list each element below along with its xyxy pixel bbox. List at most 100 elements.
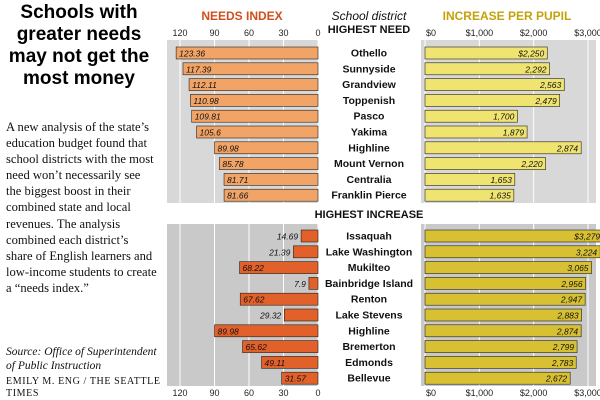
increase-value-label: 2,479 xyxy=(534,96,557,106)
increase-bar xyxy=(424,62,550,76)
needs-bar xyxy=(300,229,319,243)
needs-axis-tick-label: 60 xyxy=(244,388,254,398)
needs-bar xyxy=(196,125,319,139)
needs-value-label: 68.22 xyxy=(243,263,265,273)
district-name: Bremerton xyxy=(342,341,395,353)
increase-value-label: 2,783 xyxy=(551,358,574,368)
district-name: Franklin Pierce xyxy=(331,190,406,202)
district-name: Highline xyxy=(348,142,390,154)
needs-value-label: 81.66 xyxy=(227,191,249,201)
increase-bar xyxy=(424,277,586,290)
needs-value-label: 81.71 xyxy=(227,175,249,185)
increase-value-label: 1,653 xyxy=(491,175,513,185)
district-name: Pasco xyxy=(354,111,385,123)
district-name: Othello xyxy=(351,48,387,60)
increase-bar xyxy=(424,308,582,322)
increase-bar xyxy=(424,371,571,385)
increase-value-label: 1,635 xyxy=(490,191,512,201)
district-name: Mukilteo xyxy=(348,262,391,274)
district-name: Grandview xyxy=(342,79,397,91)
increase-axis-tick-label: $3,000 xyxy=(574,28,600,38)
increase-value-label: 2,956 xyxy=(560,279,583,289)
increase-value-label: 2,292 xyxy=(524,64,547,74)
increase-axis-tick-label: $0 xyxy=(426,28,436,38)
needs-axis-tick-label: 120 xyxy=(172,28,187,38)
increase-axis-tick-label: $0 xyxy=(426,388,436,398)
increase-value-label: 1,879 xyxy=(503,128,525,138)
increase-value-label: 3,224 xyxy=(576,247,598,257)
increase-value-label: 3,065 xyxy=(567,263,589,273)
increase-value-label: 2,874 xyxy=(556,143,579,153)
needs-value-label: 29.32 xyxy=(259,311,282,321)
district-name: Sunnyside xyxy=(342,63,395,75)
needs-axis-tick-label: 0 xyxy=(315,28,320,38)
increase-bar xyxy=(424,188,515,202)
needs-value-label: 85.78 xyxy=(222,159,244,169)
increase-per-pupil-header: INCREASE PER PUPIL xyxy=(443,9,572,23)
district-name: Lake Stevens xyxy=(335,310,402,322)
needs-value-label: 109.81 xyxy=(195,112,221,122)
needs-axis-tick-label: 60 xyxy=(244,28,254,38)
needs-value-label: 7.9 xyxy=(294,279,306,289)
credit-line: EMILY M. ENG / THE SEATTLE TIMES xyxy=(6,376,161,399)
increase-bar xyxy=(424,324,582,338)
needs-axis-tick-label: 90 xyxy=(209,28,219,38)
increase-bar xyxy=(424,109,518,123)
school-district-header: School district xyxy=(332,9,407,23)
increase-value-label: $3,279 xyxy=(573,232,600,242)
needs-bar xyxy=(293,245,319,259)
needs-value-label: 110.98 xyxy=(193,96,219,106)
needs-value-label: 105.6 xyxy=(200,128,222,138)
district-column-top xyxy=(318,40,421,203)
increase-bar xyxy=(424,125,528,139)
needs-axis-tick-label: 30 xyxy=(278,28,288,38)
increase-axis-tick-label: $1,000 xyxy=(466,388,494,398)
needs-bar xyxy=(239,292,319,306)
needs-bar xyxy=(214,324,319,338)
needs-bar xyxy=(223,173,319,186)
needs-bar xyxy=(261,356,319,369)
district-column-bottom xyxy=(318,224,421,386)
district-name: Renton xyxy=(351,294,387,306)
district-name: Centralia xyxy=(347,174,392,186)
needs-value-label: 112.11 xyxy=(192,80,217,90)
needs-bar xyxy=(223,188,319,202)
district-name: Issaquah xyxy=(346,231,392,243)
increase-bar xyxy=(424,340,578,353)
district-name: Mount Vernon xyxy=(334,158,404,170)
needs-axis-tick-label: 90 xyxy=(209,388,219,398)
district-name: Lake Washington xyxy=(326,246,413,258)
needs-value-label: 14.69 xyxy=(277,232,299,242)
needs-value-label: 117.39 xyxy=(186,64,212,74)
needs-axis-tick-label: 0 xyxy=(315,388,320,398)
needs-value-label: 49.11 xyxy=(265,358,286,368)
district-name: Bainbridge Island xyxy=(325,278,413,290)
needs-value-label: 65.62 xyxy=(246,342,268,352)
increase-bar xyxy=(424,78,565,91)
needs-value-label: 67.62 xyxy=(243,295,265,305)
needs-bar xyxy=(219,157,319,170)
needs-bar xyxy=(175,46,319,60)
increase-bar xyxy=(424,94,560,107)
needs-value-label: 123.36 xyxy=(179,49,205,59)
increase-bar xyxy=(424,141,582,155)
needs-value-label: 89.98 xyxy=(218,326,240,336)
description: A new analysis of the state’s education … xyxy=(6,120,157,295)
increase-value-label: 2,947 xyxy=(560,295,583,305)
increase-bar xyxy=(424,292,586,306)
increase-bar xyxy=(424,46,548,60)
section-label: HIGHEST INCREASE xyxy=(315,209,424,221)
needs-axis-tick-label: 30 xyxy=(278,388,288,398)
needs-bar xyxy=(281,371,319,385)
increase-axis-tick-label: $3,000 xyxy=(574,388,600,398)
increase-axis-tick-label: $2,000 xyxy=(520,28,548,38)
increase-value-label: 2,883 xyxy=(556,311,579,321)
section-label: HIGHEST NEED xyxy=(328,24,411,36)
needs-bar xyxy=(308,277,319,290)
needs-bar xyxy=(182,62,319,76)
increase-bar xyxy=(424,157,546,170)
needs-value-label: 31.57 xyxy=(285,374,307,384)
increase-bar xyxy=(424,173,516,186)
needs-bar xyxy=(239,261,319,274)
increase-axis-tick-label: $2,000 xyxy=(520,388,548,398)
